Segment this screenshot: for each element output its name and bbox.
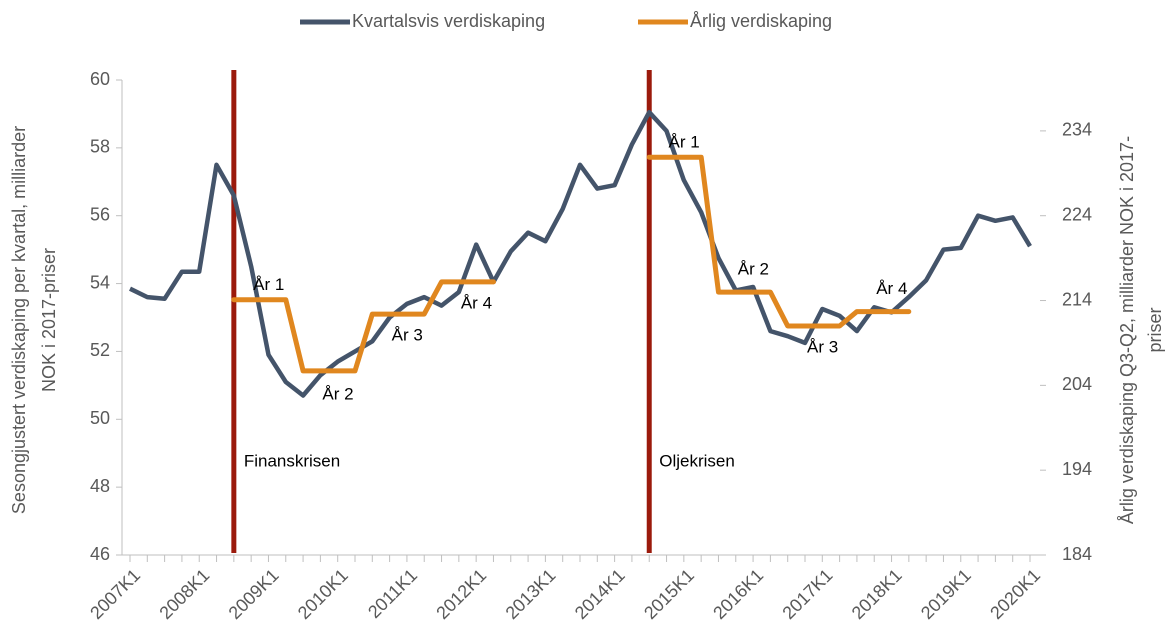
- annual-label: År 1: [253, 275, 284, 294]
- x-tick-label: 2009K1: [225, 565, 283, 623]
- x-tick-label: 2016K1: [709, 565, 767, 623]
- annual-label: År 1: [669, 133, 700, 152]
- y-tick-label: 48: [90, 476, 110, 496]
- y2-tick-label: 224: [1062, 204, 1092, 224]
- y2-tick-label: 214: [1062, 289, 1092, 309]
- x-tick-label: 2014K1: [571, 565, 629, 623]
- x-tick-label: 2015K1: [640, 565, 698, 623]
- series-line: [129, 109, 1032, 398]
- crisis-label: Finanskrisen: [244, 451, 340, 470]
- annual-label: År 2: [738, 260, 769, 279]
- y2-tick-label: 184: [1062, 544, 1092, 564]
- y-tick-label: 46: [90, 544, 110, 564]
- y2-axis-title: Årlig verdiskaping Q3-Q2, milliarder NOK…: [1117, 136, 1137, 524]
- x-tick-label: 2011K1: [364, 565, 421, 622]
- y-axis-title: Sesongjustert verdiskaping per kvartal, …: [9, 126, 29, 514]
- x-tick-label: 2010K1: [294, 565, 352, 623]
- annual-label: År 2: [322, 384, 353, 403]
- y-tick-label: 58: [90, 137, 110, 157]
- x-tick-label: 2018K1: [848, 565, 906, 623]
- y2-axis-title: priser: [1145, 307, 1165, 352]
- legend-label: Kvartalsvis verdiskaping: [352, 11, 545, 31]
- x-tick-label: 2007K1: [86, 565, 144, 623]
- y-tick-label: 54: [90, 272, 110, 292]
- annual-segment: [646, 154, 912, 329]
- y-tick-label: 50: [90, 408, 110, 428]
- y2-tick-label: 234: [1062, 120, 1092, 140]
- annual-label: År 3: [392, 326, 423, 345]
- annual-label: År 3: [807, 337, 838, 356]
- annual-label: År 4: [461, 293, 492, 312]
- x-tick-label: 2012K1: [432, 565, 490, 623]
- x-tick-label: 2008K1: [155, 565, 213, 623]
- y-axis-title: NOK i 2017-priser: [39, 248, 59, 392]
- annual-label: År 4: [876, 279, 907, 298]
- y-tick-label: 52: [90, 340, 110, 360]
- x-tick-label: 2013K1: [502, 565, 560, 623]
- crisis-label: Oljekrisen: [659, 451, 735, 470]
- legend-label: Årlig verdiskaping: [690, 11, 832, 31]
- annual-segment: [231, 279, 496, 374]
- x-tick-label: 2019K1: [917, 565, 975, 623]
- y2-tick-label: 194: [1062, 459, 1092, 479]
- y-tick-label: 56: [90, 204, 110, 224]
- y2-tick-label: 204: [1062, 374, 1092, 394]
- x-tick-label: 2020K1: [986, 565, 1044, 623]
- y-tick-label: 60: [90, 69, 110, 89]
- x-tick-label: 2017K1: [778, 565, 836, 623]
